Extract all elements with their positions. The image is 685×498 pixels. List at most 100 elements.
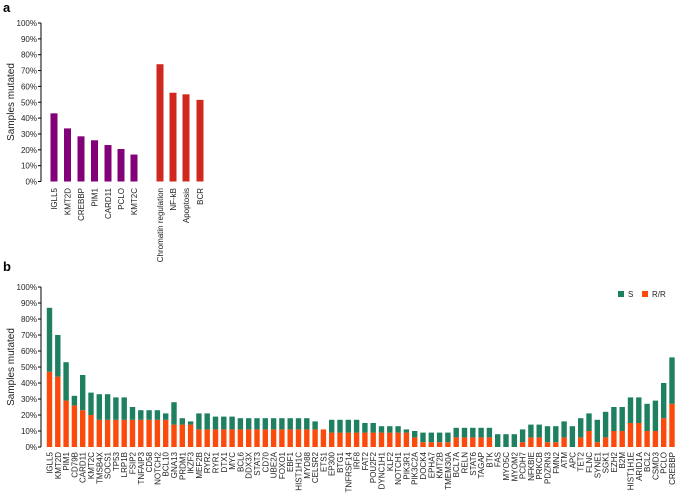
bar-card11 xyxy=(104,145,112,182)
bar-rr-ets1 xyxy=(320,429,327,447)
bar-rr-pik3c2a xyxy=(412,437,418,447)
x-tick-label: CELSR2 xyxy=(311,451,320,483)
panel-b-y-tick-label: 60% xyxy=(21,347,37,356)
x-tick-label: SOCS1 xyxy=(104,451,113,479)
bar-rr-sgk1 xyxy=(602,437,609,447)
bar-s-pclo xyxy=(661,383,667,419)
bar-rr-prkcb xyxy=(536,437,542,447)
panel-a-y-tick-label: 50% xyxy=(21,98,37,107)
x-tick-label: MYD88 xyxy=(303,451,312,478)
x-tick-label: PIM1 xyxy=(91,187,100,206)
bar-s-celsr2 xyxy=(312,421,318,430)
bar-chromatin-regulation xyxy=(156,64,164,182)
x-tick-label: FAS xyxy=(494,452,503,467)
bar-rr-stat3 xyxy=(254,429,260,447)
bar-s-ube2a xyxy=(270,418,277,430)
x-tick-label: LRP1B xyxy=(120,452,129,477)
panel-b-y-axis-label: Samples mutated xyxy=(6,328,17,406)
bar-s-apc xyxy=(569,426,576,447)
bar-s-tmsb4x xyxy=(96,394,102,420)
bar-rr-ebf1 xyxy=(287,429,293,447)
bar-crebbp xyxy=(77,136,85,182)
bar-s-bcl7a xyxy=(453,427,459,438)
bar-s-card11 xyxy=(80,375,86,411)
x-tick-label: FSIP2 xyxy=(129,451,138,474)
panel-a-y-tick-label: 10% xyxy=(21,162,37,171)
panel-a-label: a xyxy=(3,0,11,15)
bar-s-crebbp xyxy=(669,357,675,404)
bar-rr-crebbp xyxy=(669,403,675,447)
bar-s-dync1h1 xyxy=(378,426,385,433)
bar-rr-pou2f2 xyxy=(370,432,376,447)
x-tick-label: EZH2 xyxy=(610,451,619,472)
bar-s-klf2 xyxy=(387,426,393,433)
bar-rr-pcdh7 xyxy=(519,442,526,447)
bar-rr-fat2 xyxy=(362,432,368,447)
bar-rr-ddx3x xyxy=(246,429,252,447)
bar-rr-ep300 xyxy=(329,432,335,447)
x-tick-label: RYR2 xyxy=(203,451,212,473)
bar-rr-nfkbie xyxy=(528,437,534,447)
x-tick-label: B2M xyxy=(618,452,627,469)
bar-rr-ryr1 xyxy=(212,429,219,447)
bar-rr-flnc xyxy=(586,431,592,447)
bar-s-ezh2 xyxy=(611,407,617,431)
x-tick-label: PIK3R1 xyxy=(402,451,411,479)
bar-s-pcdh7 xyxy=(519,429,526,443)
bar-rr-tagap xyxy=(478,437,484,447)
bar-s-sgk1 xyxy=(602,411,609,438)
x-tick-label: MYO5C xyxy=(502,452,511,481)
bar-rr-cd58 xyxy=(146,419,152,447)
bar-rr-myd88 xyxy=(304,429,310,447)
x-tick-label: BTG1 xyxy=(336,451,345,472)
bar-rr-hist1h1c xyxy=(295,429,302,447)
x-tick-label: DYNC1H1 xyxy=(378,451,387,489)
bar-s-csmd3 xyxy=(652,400,659,431)
bar-s-kmt2b xyxy=(436,432,443,443)
bar-apoptosis xyxy=(182,94,190,182)
bar-s-tp53 xyxy=(113,397,119,420)
x-tick-label: SGK1 xyxy=(602,451,611,473)
panel-b-y-tick-label: 10% xyxy=(21,427,37,436)
x-tick-label: MYOM2 xyxy=(510,451,519,481)
bar-s-btk xyxy=(486,427,493,438)
bar-rr-bcl10 xyxy=(163,419,169,447)
bar-s-mef2b xyxy=(196,413,202,430)
bar-rr-kmt2b xyxy=(436,442,443,447)
bar-rr-igll5 xyxy=(46,371,53,447)
legend: S R/R xyxy=(618,290,666,299)
x-tick-label: BTK xyxy=(485,451,494,467)
bar-s-b2m xyxy=(619,407,625,431)
x-tick-label: DOCK4 xyxy=(419,451,428,479)
bar-s-ep300 xyxy=(329,419,335,433)
bar-s-ryr1 xyxy=(212,416,219,430)
bar-s-igll5 xyxy=(46,307,53,372)
x-tick-label: SYNE1 xyxy=(593,451,602,478)
bar-rr-socs1 xyxy=(104,419,111,447)
bar-rr-pim1 xyxy=(63,400,69,447)
bar-s-tnfaip3 xyxy=(138,410,144,420)
x-tick-label: TNFRSF14 xyxy=(344,451,353,492)
bar-rr-reln xyxy=(461,437,468,447)
x-tick-label: NFKBIE xyxy=(527,452,536,481)
x-tick-label: KMT2D xyxy=(64,188,73,215)
bar-rr-tnfrsf14 xyxy=(345,432,351,447)
panel-b-y-tick-label: 100% xyxy=(17,283,37,292)
panel-a-y-tick-label: 90% xyxy=(21,35,37,44)
x-tick-label: HIST1H1E xyxy=(627,452,636,490)
bar-s-myd88 xyxy=(304,418,310,430)
x-tick-label: DTX1 xyxy=(220,451,229,472)
bar-rr-foxo1 xyxy=(279,429,285,447)
panel-a-y-tick-label: 0% xyxy=(25,178,37,187)
x-tick-label: IGLL5 xyxy=(50,187,59,209)
bar-s-hist1h1c xyxy=(295,418,302,430)
x-tick-label: CREBBP xyxy=(77,188,86,221)
x-tick-label: IKZF3 xyxy=(187,451,196,473)
x-tick-label: STAT3 xyxy=(253,451,262,475)
x-tick-label: PRKCB xyxy=(535,452,544,480)
bar-rr-fsip2 xyxy=(129,419,136,447)
bar-rr-celsr2 xyxy=(312,429,318,447)
bar-rr-notch2 xyxy=(154,419,161,447)
x-tick-label: NF-kB xyxy=(169,188,178,211)
x-tick-label: BCR xyxy=(196,188,205,205)
